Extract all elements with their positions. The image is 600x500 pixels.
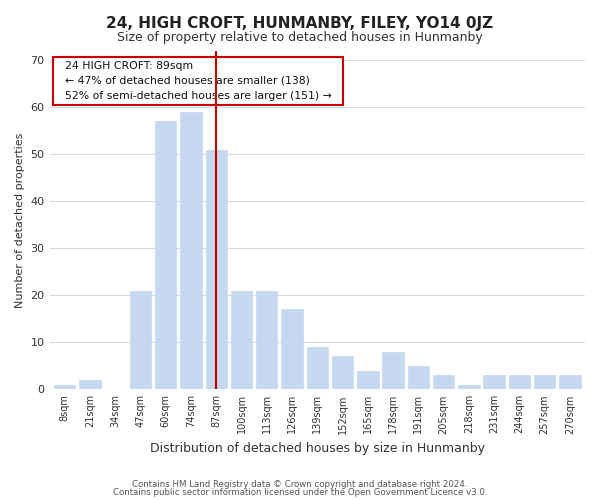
Text: 24 HIGH CROFT: 89sqm
  ← 47% of detached houses are smaller (138)
  52% of semi-: 24 HIGH CROFT: 89sqm ← 47% of detached h… <box>58 61 338 100</box>
Text: 24, HIGH CROFT, HUNMANBY, FILEY, YO14 0JZ: 24, HIGH CROFT, HUNMANBY, FILEY, YO14 0J… <box>106 16 494 31</box>
Bar <box>231 290 252 390</box>
Bar <box>407 366 429 390</box>
Bar <box>54 384 76 390</box>
Bar <box>281 310 303 390</box>
Bar <box>484 375 505 390</box>
Text: Contains HM Land Registry data © Crown copyright and database right 2024.: Contains HM Land Registry data © Crown c… <box>132 480 468 489</box>
Bar <box>357 370 379 390</box>
Bar <box>534 375 556 390</box>
Y-axis label: Number of detached properties: Number of detached properties <box>15 132 25 308</box>
Bar <box>559 375 581 390</box>
Bar <box>382 352 404 390</box>
X-axis label: Distribution of detached houses by size in Hunmanby: Distribution of detached houses by size … <box>150 442 485 455</box>
Bar <box>509 375 530 390</box>
Bar <box>180 112 202 390</box>
Bar <box>130 290 151 390</box>
Bar <box>458 384 479 390</box>
Text: Size of property relative to detached houses in Hunmanby: Size of property relative to detached ho… <box>117 31 483 44</box>
Bar <box>332 356 353 390</box>
Bar <box>256 290 277 390</box>
Bar <box>79 380 101 390</box>
Bar <box>307 347 328 390</box>
Bar <box>155 122 176 390</box>
Bar <box>206 150 227 390</box>
Text: Contains public sector information licensed under the Open Government Licence v3: Contains public sector information licen… <box>113 488 487 497</box>
Bar <box>433 375 454 390</box>
